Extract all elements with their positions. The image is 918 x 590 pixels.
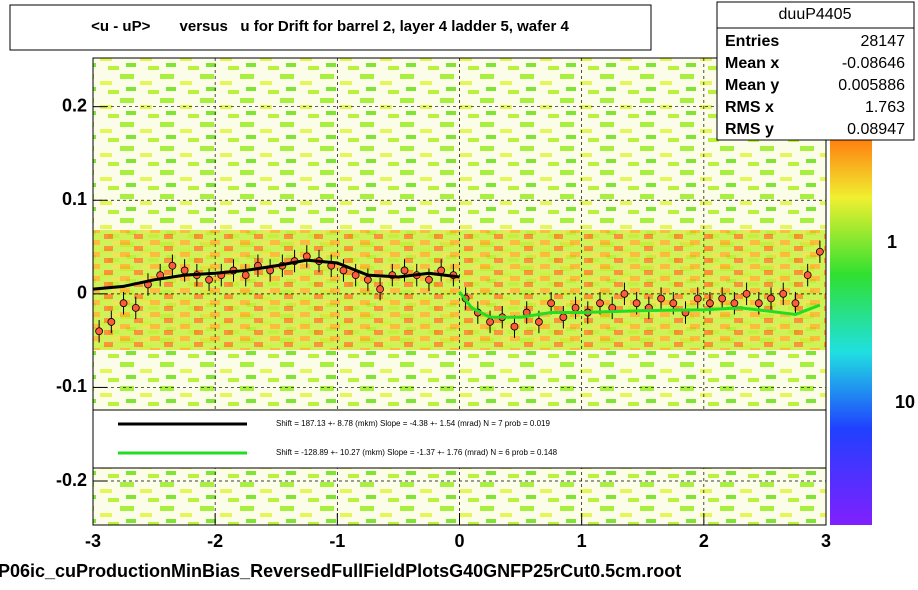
profile-point	[400, 266, 409, 275]
profile-point	[205, 275, 213, 284]
profile-point	[571, 303, 580, 312]
profile-point	[241, 271, 250, 280]
profile-point	[669, 299, 678, 308]
density-core	[93, 230, 826, 350]
colorbar-label: 10	[895, 392, 915, 412]
stats-label: Mean x	[725, 55, 779, 72]
color-scale	[830, 140, 872, 525]
stats-box	[716, 1, 915, 141]
profile-point	[742, 289, 751, 298]
profile-point	[107, 318, 116, 326]
x-tick-label: -2	[207, 531, 223, 551]
stats-label: Mean y	[725, 77, 779, 94]
y-tick-label: 0.1	[62, 189, 87, 209]
profile-point	[559, 313, 568, 322]
profile-point	[632, 299, 641, 308]
profile-point	[620, 289, 629, 298]
profile-point	[535, 318, 543, 326]
y-tick-label: -0.1	[56, 376, 87, 396]
profile-point	[510, 322, 519, 331]
profile-point	[95, 327, 104, 336]
profile-point	[119, 299, 128, 308]
profile-point	[815, 247, 824, 256]
y-tick-label: -0.2	[56, 470, 87, 490]
profile-point	[486, 318, 494, 326]
x-tick-label: -3	[85, 531, 101, 551]
file-name: P06ic_cuProductionMinBias_ReversedFullFi…	[0, 561, 681, 581]
y-tick-label: 0.2	[62, 95, 87, 115]
profile-point	[363, 275, 372, 284]
profile-point	[437, 266, 446, 275]
profile-point	[547, 299, 556, 308]
profile-point	[596, 299, 604, 308]
x-tick-label: -1	[329, 531, 345, 551]
profile-point	[730, 299, 739, 308]
stats-label: RMS y	[725, 121, 774, 138]
profile-point	[767, 294, 775, 303]
profile-point	[706, 299, 714, 308]
stats-value: 28147	[861, 33, 906, 50]
stats-value: 1.763	[865, 99, 905, 116]
y-tick-label: 0	[77, 283, 87, 303]
profile-point	[425, 275, 433, 284]
profile-point	[657, 294, 665, 303]
profile-point	[718, 294, 727, 303]
profile-point	[754, 299, 763, 308]
stats-label: RMS x	[725, 99, 774, 116]
profile-point	[131, 303, 140, 312]
legend-label: Shift = 187.13 +- 8.78 (mkm) Slope = -4.…	[276, 419, 550, 428]
chart-title: <u - uP> versus u for Drift for barrel 2…	[91, 18, 569, 35]
stats-value: -0.08646	[842, 55, 905, 72]
fit-curve	[458, 291, 821, 319]
x-tick-label: 2	[699, 531, 709, 551]
profile-point	[376, 285, 384, 294]
fit-curve	[92, 258, 460, 291]
profile-point	[180, 266, 189, 275]
profile-point	[803, 271, 812, 280]
x-tick-label: 3	[821, 531, 831, 551]
profile-point	[791, 299, 800, 308]
x-tick-label: 1	[577, 531, 587, 551]
stats-title: duuP4405	[779, 6, 852, 23]
stats-value: 0.08947	[847, 121, 905, 138]
x-tick-label: 0	[454, 531, 464, 551]
profile-point	[693, 294, 702, 303]
profile-point	[339, 266, 348, 275]
legend-label: Shift = -128.89 +- 10.27 (mkm) Slope = -…	[276, 448, 558, 457]
title-box	[9, 4, 652, 51]
profile-point	[168, 261, 177, 270]
stats-value: 0.005886	[838, 77, 905, 94]
stats-label: Entries	[725, 33, 779, 50]
colorbar-label: 1	[887, 232, 897, 252]
profile-point	[779, 289, 788, 298]
